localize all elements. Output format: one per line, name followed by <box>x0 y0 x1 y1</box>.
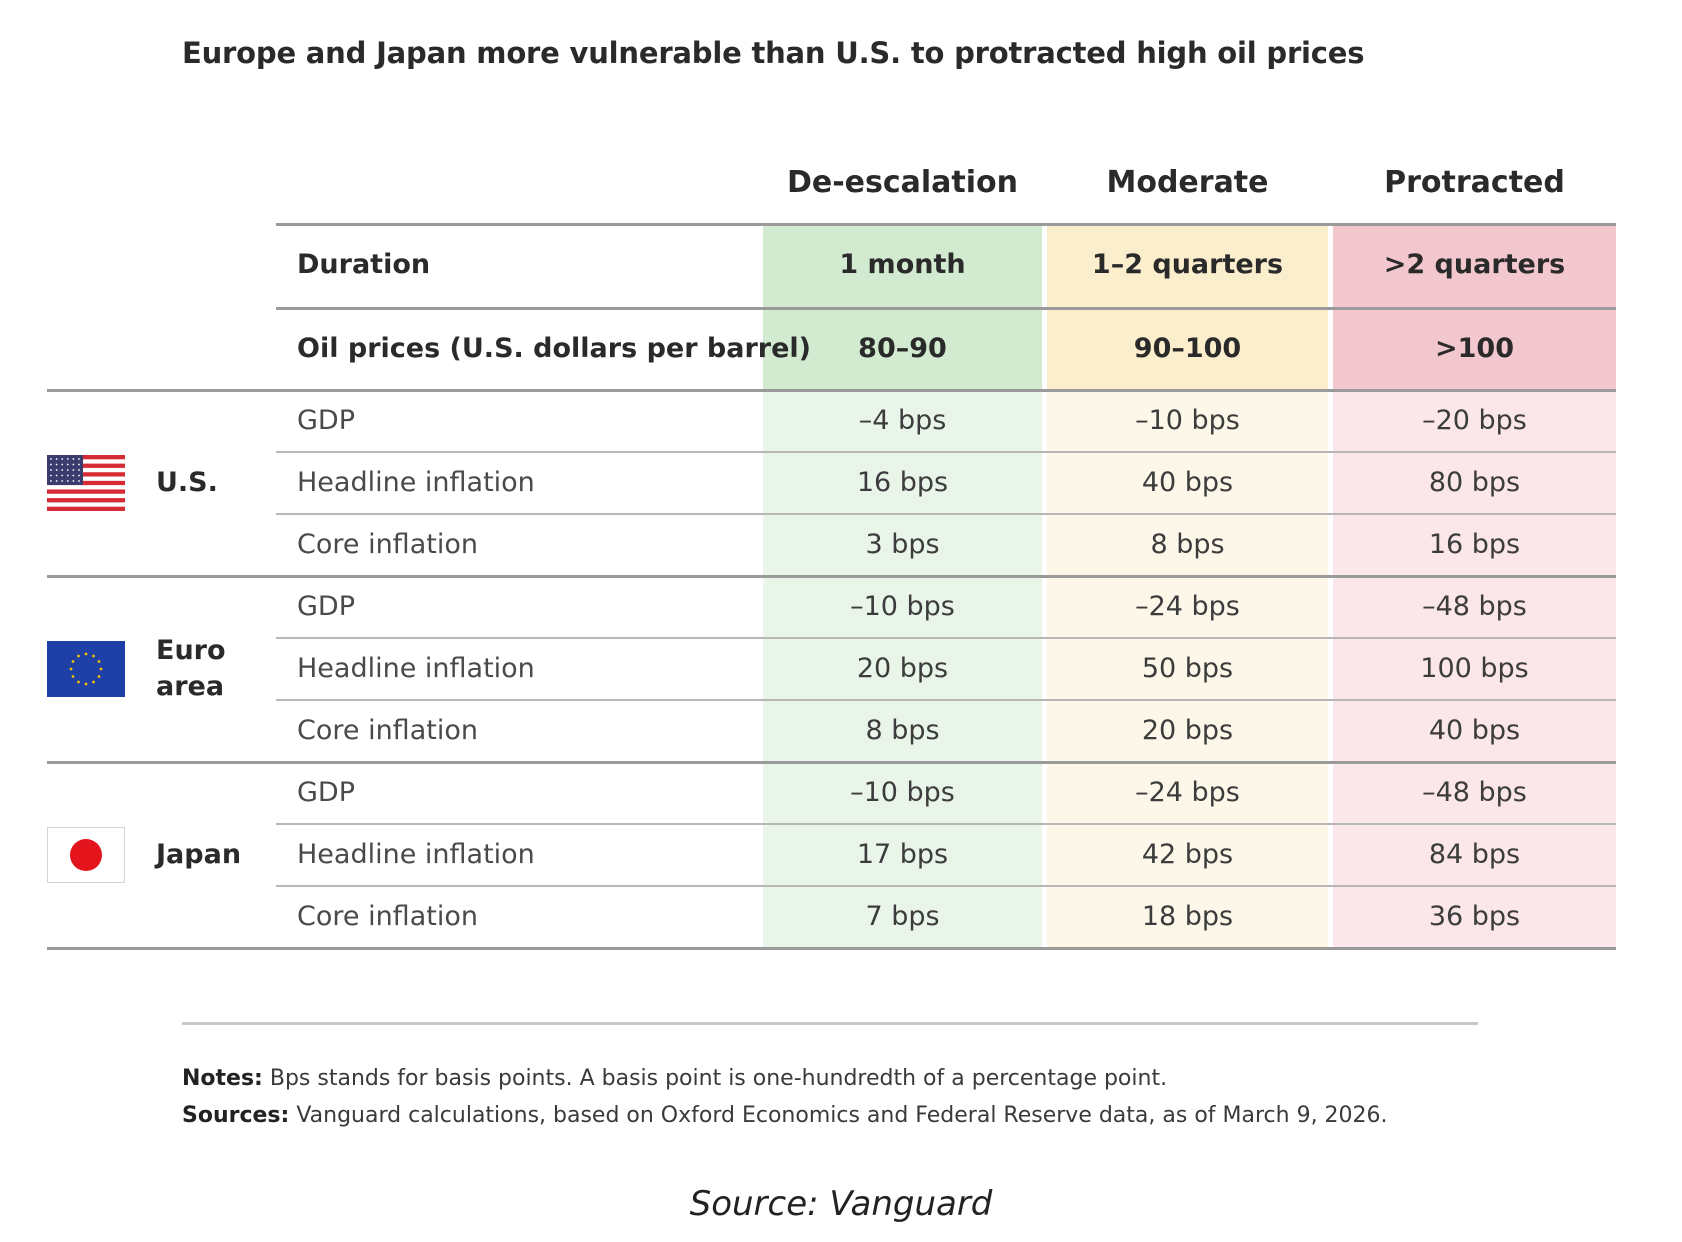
metric-value: 18 bps <box>1141 901 1234 932</box>
scenario-value: 90–100 <box>1133 333 1242 364</box>
row-divider <box>276 513 1616 515</box>
metric-value: 8 bps <box>1150 529 1225 560</box>
metric-value: –24 bps <box>1135 591 1240 622</box>
metric-value: 20 bps <box>1141 715 1234 746</box>
scenario-value: >2 quarters <box>1383 249 1566 280</box>
metric-label: Headline inflation <box>297 839 535 870</box>
japan-flag-icon <box>47 827 125 883</box>
notes-divider <box>182 1022 1478 1025</box>
metric-label: GDP <box>297 777 355 808</box>
notes-line: Notes: Bps stands for basis points. A ba… <box>182 1066 1167 1091</box>
region-divider <box>47 761 1616 764</box>
metric-value: –4 bps <box>858 405 947 436</box>
scenario-row-label: Oil prices (U.S. dollars per barrel) <box>297 333 812 364</box>
notes-text: Bps stands for basis points. A basis poi… <box>269 1066 1168 1091</box>
scenario-value: 1–2 quarters <box>1091 249 1284 280</box>
scenario-header-de-escalation: De-escalation <box>786 165 1019 200</box>
metric-label: GDP <box>297 405 355 436</box>
metric-value: 17 bps <box>856 839 949 870</box>
metric-value: –10 bps <box>850 777 955 808</box>
metric-value: 40 bps <box>1428 715 1521 746</box>
region-divider <box>47 389 1616 392</box>
row-divider <box>276 699 1616 701</box>
metric-value: 42 bps <box>1141 839 1234 870</box>
metric-value: –10 bps <box>850 591 955 622</box>
column-body-bg-de-escalation <box>763 390 1042 948</box>
source-caption: Source: Vanguard <box>689 1184 993 1224</box>
metric-value: 3 bps <box>865 529 940 560</box>
metric-value: 40 bps <box>1141 467 1234 498</box>
metric-value: 84 bps <box>1428 839 1521 870</box>
region-label-u-s: U.S. <box>156 467 218 498</box>
metric-value: 8 bps <box>865 715 940 746</box>
scenario-value: 80–90 <box>858 333 947 364</box>
metric-value: 20 bps <box>856 653 949 684</box>
row-divider <box>276 823 1616 825</box>
metric-value: –24 bps <box>1135 777 1240 808</box>
metric-value: 50 bps <box>1141 653 1234 684</box>
metric-value: –20 bps <box>1422 405 1527 436</box>
sources-text: Vanguard calculations, based on Oxford E… <box>296 1103 1388 1128</box>
metric-value: 7 bps <box>865 901 940 932</box>
scenario-row-label: Duration <box>297 249 431 280</box>
metric-label: Core inflation <box>297 715 478 746</box>
scenario-value: >100 <box>1435 333 1514 364</box>
sources-label: Sources: <box>182 1103 290 1128</box>
metric-value: –48 bps <box>1422 591 1527 622</box>
row-divider <box>276 223 1616 226</box>
region-divider <box>47 575 1616 578</box>
metric-value: 80 bps <box>1428 467 1521 498</box>
row-divider <box>276 307 1616 310</box>
metric-value: –48 bps <box>1422 777 1527 808</box>
metric-value: –10 bps <box>1135 405 1240 436</box>
sources-line: Sources: Vanguard calculations, based on… <box>182 1103 1388 1128</box>
table-bottom-rule <box>47 947 1616 950</box>
column-body-bg-protracted <box>1333 390 1616 948</box>
scenario-value: 1 month <box>839 249 966 280</box>
metric-label: Core inflation <box>297 901 478 932</box>
metric-value: 36 bps <box>1428 901 1521 932</box>
metric-label: Headline inflation <box>297 653 535 684</box>
notes-label: Notes: <box>182 1066 263 1091</box>
region-label-japan: Japan <box>156 839 242 870</box>
us-flag-icon <box>47 455 125 512</box>
metric-value: 16 bps <box>856 467 949 498</box>
metric-value: 100 bps <box>1420 653 1529 684</box>
metric-label: Headline inflation <box>297 467 535 498</box>
eu-flag-icon <box>47 641 125 697</box>
metric-label: Core inflation <box>297 529 478 560</box>
chart-title: Europe and Japan more vulnerable than U.… <box>182 36 1365 70</box>
metric-label: GDP <box>297 591 355 622</box>
scenario-header-protracted: Protracted <box>1384 165 1565 200</box>
row-divider <box>276 885 1616 887</box>
row-divider <box>276 451 1616 453</box>
metric-value: 16 bps <box>1428 529 1521 560</box>
column-body-bg-moderate <box>1047 390 1328 948</box>
row-divider <box>276 637 1616 639</box>
scenario-header-moderate: Moderate <box>1106 165 1269 200</box>
region-label-euro-area: Euro area <box>156 635 226 702</box>
